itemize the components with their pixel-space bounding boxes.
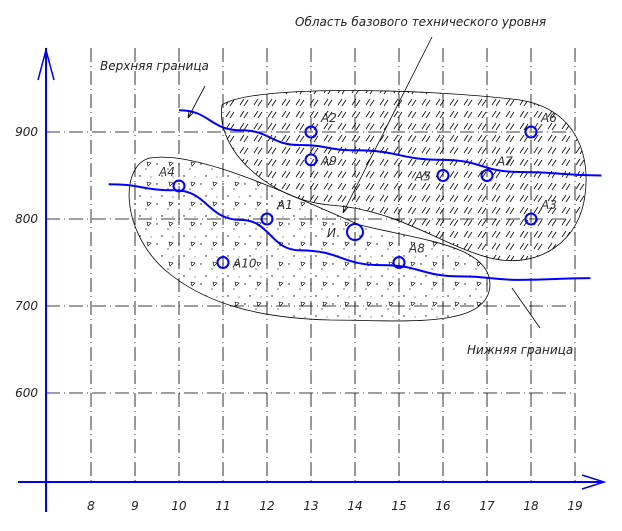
point-label: A4	[158, 165, 175, 179]
x-tick-label: 12	[259, 499, 274, 513]
point-label: A8	[408, 242, 425, 256]
x-tick-label: 14	[347, 499, 362, 513]
point-marker	[524, 125, 538, 139]
point-label: A2	[320, 111, 337, 125]
point-label: A5	[414, 170, 431, 184]
x-tick-label: 19	[567, 499, 582, 513]
x-tick-label: 13	[303, 499, 318, 513]
x-tick-label: 9	[131, 499, 139, 513]
point-marker	[216, 256, 230, 269]
point-label: A3	[540, 198, 557, 212]
region-label: Область базового технического уровня	[295, 15, 546, 29]
lower-boundary-label: Нижняя граница	[467, 343, 573, 357]
lower-boundary-line	[108, 183, 591, 281]
axes	[18, 47, 607, 512]
x-axis-arrow-icon	[581, 474, 607, 490]
x-tick-label: 11	[215, 499, 230, 513]
y-tick-label: 800	[15, 212, 38, 226]
point-marker	[304, 153, 318, 167]
x-tick-label: 18	[523, 499, 539, 513]
x-tick-label: 17	[479, 499, 495, 513]
y-tick-label: 900	[15, 125, 38, 139]
x-tick-label: 10	[171, 499, 187, 513]
point-marker	[480, 169, 494, 182]
point-marker	[524, 212, 538, 226]
point-marker	[172, 179, 186, 193]
x-tick-label: 8	[87, 499, 95, 513]
upper-region	[221, 90, 587, 262]
point-marker	[436, 169, 450, 182]
point-label: A6	[540, 111, 557, 125]
y-tick-label: 700	[15, 299, 38, 313]
point-label: И	[327, 226, 336, 240]
upper-boundary-label: Верхняя граница	[100, 59, 209, 73]
y-axis-arrow-icon	[37, 47, 55, 81]
point-label: A7	[496, 155, 513, 169]
x-tick-label: 16	[435, 499, 451, 513]
point-label: A9	[320, 154, 337, 168]
leader-lines	[187, 36, 541, 329]
point-marker	[304, 125, 318, 139]
x-tick-label: 15	[391, 499, 406, 513]
point-label: A1	[276, 198, 293, 212]
point-marker	[346, 223, 364, 242]
upper-boundary-line	[178, 109, 602, 177]
point-marker	[260, 212, 274, 226]
point-marker	[392, 256, 406, 269]
lower-region	[128, 156, 491, 322]
point-label: A10	[232, 257, 257, 271]
y-tick-label: 600	[15, 386, 38, 400]
